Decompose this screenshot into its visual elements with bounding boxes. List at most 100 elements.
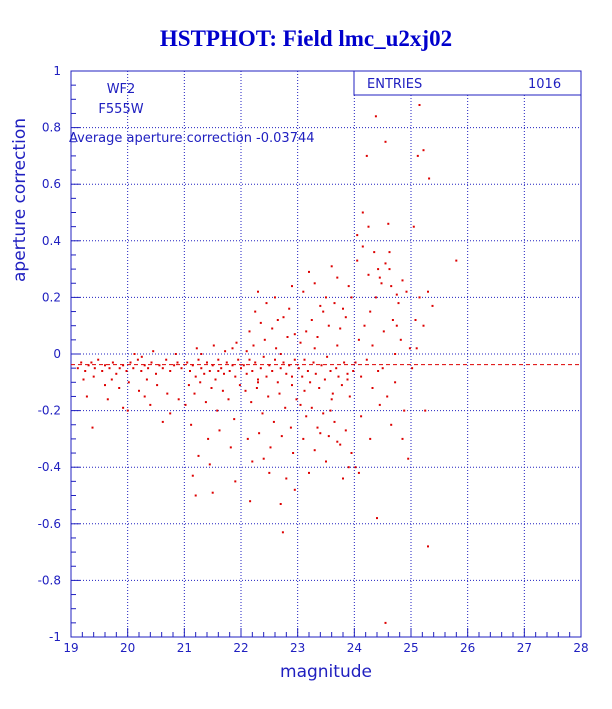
data-point — [384, 140, 387, 143]
data-point — [194, 375, 197, 378]
data-point — [161, 367, 164, 370]
data-point — [395, 293, 398, 296]
data-point — [352, 370, 355, 372]
data-point — [412, 225, 415, 228]
data-point — [225, 361, 228, 364]
x-tick-label: 19 — [63, 641, 78, 655]
data-point — [259, 321, 262, 324]
x-tick-labels: 19 20 21 22 23 24 25 26 27 28 — [63, 641, 588, 655]
data-point — [252, 344, 255, 347]
data-point — [397, 302, 400, 305]
data-point — [346, 378, 349, 381]
stats-box: ENTRIES 1016 — [353, 70, 582, 96]
data-point — [330, 265, 333, 268]
data-point — [231, 347, 234, 350]
data-point — [305, 415, 308, 418]
data-point — [374, 296, 377, 299]
data-point — [427, 545, 429, 548]
data-point — [217, 358, 220, 361]
data-point — [418, 296, 421, 299]
data-point — [399, 338, 402, 341]
data-point — [268, 471, 271, 474]
data-point — [104, 384, 106, 387]
data-point — [405, 290, 408, 293]
data-point — [369, 437, 372, 440]
data-point — [276, 381, 279, 384]
data-point — [169, 412, 172, 415]
data-point — [363, 324, 366, 327]
data-point — [319, 432, 322, 435]
data-point — [344, 316, 347, 319]
data-point — [104, 364, 106, 367]
y-axis-label: aperture correction — [10, 118, 30, 282]
data-point — [286, 336, 289, 338]
data-point — [259, 367, 262, 370]
data-point — [257, 378, 259, 381]
data-point — [350, 296, 353, 299]
data-point — [367, 225, 370, 228]
filter-label: F555W — [98, 102, 143, 117]
y-tick-label: -0.2 — [38, 404, 61, 418]
data-point — [265, 375, 268, 378]
data-point — [271, 327, 274, 330]
data-point — [350, 452, 353, 454]
y-tick-labels: 1 0.8 0.6 0.4 0.2 0 -0.2 -0.4 -0.6 -0.8 -1 — [38, 64, 61, 644]
data-point — [211, 491, 214, 494]
data-point — [246, 437, 249, 440]
data-point — [176, 361, 179, 364]
data-point — [333, 302, 336, 305]
data-point — [381, 367, 384, 370]
data-point — [132, 367, 135, 370]
data-points — [76, 104, 458, 624]
data-point — [431, 304, 434, 307]
data-point — [291, 375, 293, 378]
x-tick-label: 26 — [460, 641, 475, 655]
data-point — [327, 324, 330, 327]
data-point — [228, 370, 231, 372]
data-point — [197, 454, 200, 457]
data-point — [234, 375, 237, 378]
data-point — [227, 398, 230, 401]
data-point — [110, 378, 113, 381]
data-point — [357, 338, 360, 341]
data-point — [257, 290, 259, 293]
data-point — [394, 353, 397, 355]
data-point — [82, 378, 85, 381]
data-point — [84, 370, 87, 372]
data-point — [257, 381, 259, 384]
axis-ticks — [70, 70, 582, 638]
data-point — [316, 336, 319, 338]
data-point — [165, 358, 168, 361]
data-point — [150, 361, 153, 364]
data-point — [310, 319, 313, 321]
data-point — [407, 457, 410, 460]
data-point — [301, 375, 304, 378]
data-point — [384, 621, 387, 624]
x-tick-label: 21 — [177, 641, 192, 655]
data-point — [427, 290, 429, 293]
y-tick-label: 1 — [53, 64, 61, 78]
data-point — [169, 370, 172, 372]
data-point — [191, 364, 194, 367]
data-point — [207, 437, 210, 440]
data-point — [118, 367, 121, 370]
data-point — [203, 372, 206, 375]
data-point — [274, 296, 276, 299]
data-point — [403, 409, 406, 412]
data-point — [262, 355, 265, 358]
data-point — [310, 406, 313, 409]
data-point — [255, 387, 258, 389]
data-point — [111, 361, 114, 364]
data-point — [455, 259, 458, 262]
data-point — [293, 333, 296, 336]
data-point — [336, 344, 339, 347]
data-point — [378, 276, 381, 279]
data-point — [377, 370, 380, 372]
data-point — [126, 409, 129, 412]
data-point — [224, 350, 227, 353]
data-point — [390, 285, 393, 288]
data-point — [200, 353, 203, 355]
data-point — [208, 463, 211, 466]
x-tick-label: 25 — [403, 641, 418, 655]
data-point — [206, 361, 208, 364]
